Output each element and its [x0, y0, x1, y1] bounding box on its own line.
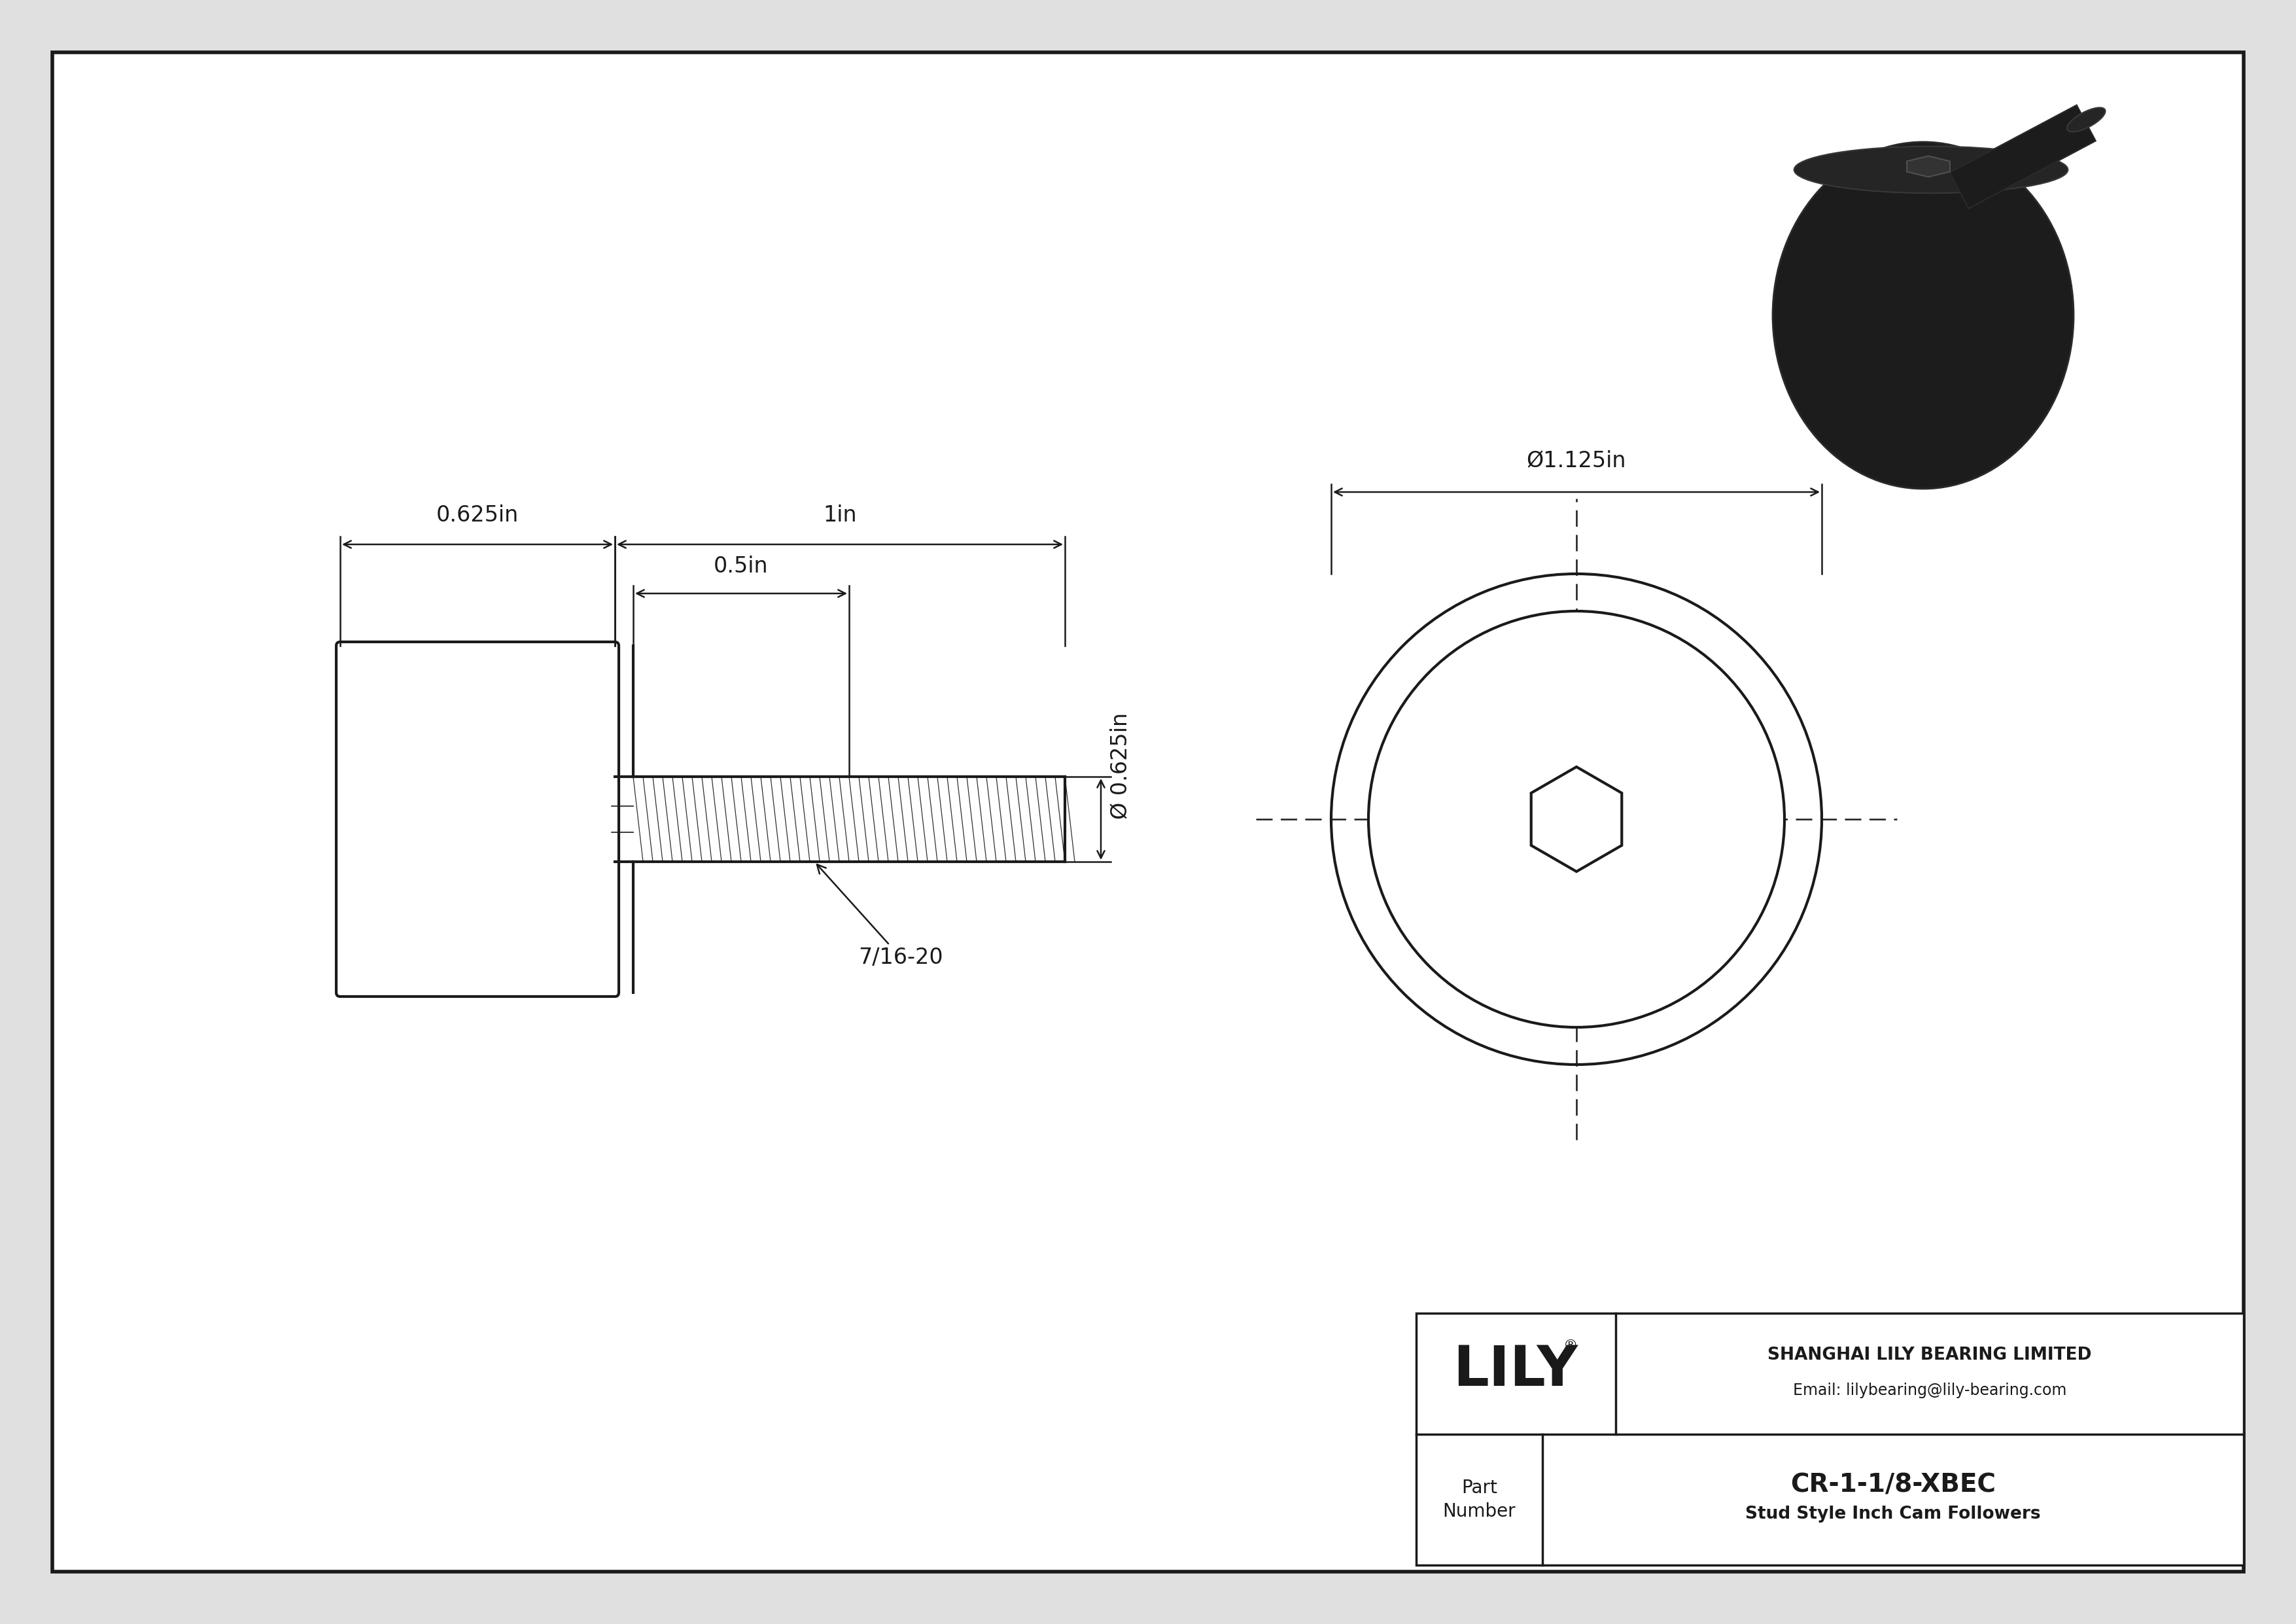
Text: CR-1-1/8-XBEC: CR-1-1/8-XBEC: [1791, 1473, 1995, 1497]
Text: ®: ®: [1564, 1338, 1577, 1353]
Ellipse shape: [1793, 146, 2069, 193]
Text: Stud Style Inch Cam Followers: Stud Style Inch Cam Followers: [1745, 1505, 2041, 1523]
Text: 1in: 1in: [822, 505, 856, 526]
Ellipse shape: [1773, 141, 2073, 489]
Polygon shape: [1908, 156, 1949, 177]
FancyArrowPatch shape: [618, 541, 1061, 547]
Text: Ø 0.625in: Ø 0.625in: [1109, 713, 1132, 818]
FancyArrowPatch shape: [1097, 780, 1104, 857]
Text: Ø1.125in: Ø1.125in: [1527, 450, 1626, 471]
Text: LILY: LILY: [1453, 1343, 1577, 1398]
Text: Email: lilybearing@lily-bearing.com: Email: lilybearing@lily-bearing.com: [1793, 1382, 2066, 1398]
Text: Part: Part: [1460, 1479, 1497, 1497]
Ellipse shape: [2066, 107, 2105, 132]
Text: 0.5in: 0.5in: [714, 555, 769, 577]
Circle shape: [1332, 573, 1821, 1065]
Text: 0.625in: 0.625in: [436, 505, 519, 526]
FancyBboxPatch shape: [335, 641, 620, 997]
Text: 7/16-20: 7/16-20: [817, 864, 944, 968]
FancyArrowPatch shape: [636, 590, 845, 598]
Circle shape: [1368, 611, 1784, 1028]
Text: SHANGHAI LILY BEARING LIMITED: SHANGHAI LILY BEARING LIMITED: [1768, 1346, 2092, 1364]
FancyArrowPatch shape: [1334, 489, 1818, 495]
Polygon shape: [1949, 106, 2096, 208]
Bar: [1417, 1314, 2243, 1566]
FancyArrowPatch shape: [344, 541, 611, 547]
Polygon shape: [1531, 767, 1621, 872]
Text: Number: Number: [1442, 1502, 1515, 1520]
